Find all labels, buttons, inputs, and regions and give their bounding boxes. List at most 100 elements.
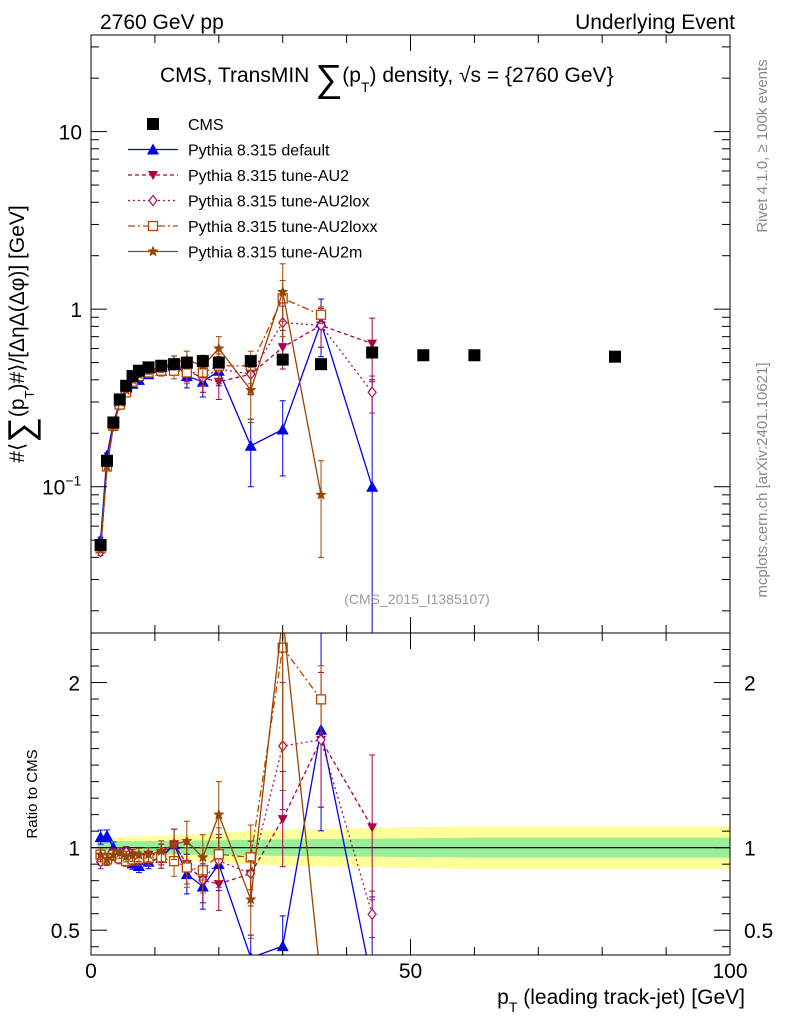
ratio-axis-label: Ratio to CMS xyxy=(24,749,41,838)
series-1-ratio xyxy=(94,633,378,989)
cms-data-point xyxy=(120,379,133,392)
ratio-tick-label-right: 1 xyxy=(744,838,756,861)
ratio-plot-series xyxy=(91,610,730,989)
series-5-ratio xyxy=(94,610,319,955)
data-point xyxy=(245,384,257,395)
legend-label: Pythia 8.315 tune-AU2 xyxy=(188,168,349,185)
cms-data-point xyxy=(244,355,257,368)
data-point xyxy=(244,439,257,451)
main-frame xyxy=(90,34,731,634)
data-point xyxy=(367,339,378,349)
ratio-point xyxy=(245,893,257,905)
cms-data-point xyxy=(180,356,193,369)
series-3-main xyxy=(95,305,377,558)
ratio-point xyxy=(197,851,209,863)
legend-item: Pythia 8.315 tune-AU2m xyxy=(128,245,362,262)
legend-item: Pythia 8.315 tune-AU2lox xyxy=(128,194,369,211)
ratio-point xyxy=(276,940,289,952)
cms-data-point xyxy=(107,416,120,429)
legend-item: Pythia 8.315 default xyxy=(128,143,330,160)
series-2-main xyxy=(95,307,378,556)
data-point xyxy=(367,386,377,399)
header-left: 2760 GeV pp xyxy=(100,11,224,34)
ratio-tick-label-right: 2 xyxy=(744,673,756,696)
cms-data-point xyxy=(417,349,430,362)
ratio-point xyxy=(120,850,132,862)
ratio-point xyxy=(366,978,378,989)
data-point xyxy=(277,285,289,297)
cms-data-point xyxy=(468,349,481,362)
analysis-watermark: (CMS_2015_I1385107) xyxy=(344,591,490,607)
y-tick-label: 1 xyxy=(70,299,82,322)
ratio-line xyxy=(100,739,373,915)
series-line xyxy=(99,291,322,549)
ratio-tick-label: 0.5 xyxy=(51,920,80,943)
main-plot-series xyxy=(94,263,621,633)
cms-data-point xyxy=(113,393,126,406)
ratio-point xyxy=(213,849,224,860)
ratio-point xyxy=(100,829,113,841)
data-point xyxy=(213,342,225,354)
data-point xyxy=(366,480,379,492)
x-tick-label: 100 xyxy=(712,960,747,983)
x-tick-label: 0 xyxy=(85,960,97,983)
legend: CMS Pythia 8.315 default Pythia 8.315 tune… xyxy=(128,117,377,262)
ratio-tick-label-right: 0.5 xyxy=(744,920,773,943)
legend-label: Pythia 8.315 tune-AU2lox xyxy=(188,194,369,211)
ratio-point xyxy=(101,853,113,865)
legend-marker xyxy=(147,118,159,130)
ratio-tick-label: 1 xyxy=(68,838,80,861)
ratio-frame xyxy=(90,632,731,956)
series-line xyxy=(99,297,322,549)
y-tick-label: 10−1 xyxy=(42,473,82,500)
cms-data-point xyxy=(276,353,289,366)
ratio-point xyxy=(142,848,155,860)
rivet-label: Rivet 4.1.0, ≥ 100k events xyxy=(754,59,771,232)
cms-data-point xyxy=(100,454,113,467)
ratio-point xyxy=(316,733,326,746)
series-2-ratio xyxy=(95,671,378,911)
cms-data-point xyxy=(168,358,181,371)
ratio-point xyxy=(126,849,139,861)
mcplots-label: mcplots.cern.ch [arXiv:2401.10621] xyxy=(754,362,771,597)
series-cms xyxy=(94,346,621,551)
data-point xyxy=(276,423,289,435)
ratio-point xyxy=(181,862,193,873)
ratio-point xyxy=(367,823,378,833)
ratio-point xyxy=(133,849,145,860)
cms-data-point xyxy=(94,538,107,551)
x-tick-label: 50 xyxy=(399,960,422,983)
ratio-point xyxy=(315,694,327,705)
ratio-point xyxy=(277,610,288,621)
legend-label: CMS xyxy=(188,117,224,134)
ratio-point xyxy=(107,848,120,860)
x-axis-label: pT (leading track-jet) [GeV] xyxy=(497,986,745,1015)
ratio-point xyxy=(213,808,225,820)
series-5-main xyxy=(94,263,327,558)
data-point xyxy=(315,488,327,500)
legend-marker xyxy=(148,171,158,180)
cms-data-point xyxy=(315,358,328,371)
legend-marker xyxy=(147,220,159,232)
cms-data-point xyxy=(366,346,379,359)
legend-marker xyxy=(147,143,159,155)
legend-marker xyxy=(148,194,158,207)
ratio-point xyxy=(94,848,107,860)
series-3-ratio xyxy=(95,671,377,938)
ratio-line xyxy=(100,633,319,955)
cms-data-point xyxy=(196,355,209,368)
cms-data-point xyxy=(212,356,225,369)
legend-label: Pythia 8.315 tune-AU2loxx xyxy=(188,219,377,236)
ratio-tick-label: 2 xyxy=(68,673,80,696)
legend-marker xyxy=(147,245,159,257)
legend-label: Pythia 8.315 default xyxy=(188,143,330,160)
y-tick-label: 10 xyxy=(59,122,82,145)
data-point xyxy=(315,309,327,320)
chart-title: CMS, TransMIN ∑(pT) density, √s = {2760 … xyxy=(160,58,614,100)
data-point xyxy=(277,343,288,353)
ratio-point xyxy=(367,908,377,921)
series-line xyxy=(99,320,373,541)
legend-item: Pythia 8.315 tune-AU2 xyxy=(128,168,349,185)
header-right: Underlying Event xyxy=(575,11,735,34)
